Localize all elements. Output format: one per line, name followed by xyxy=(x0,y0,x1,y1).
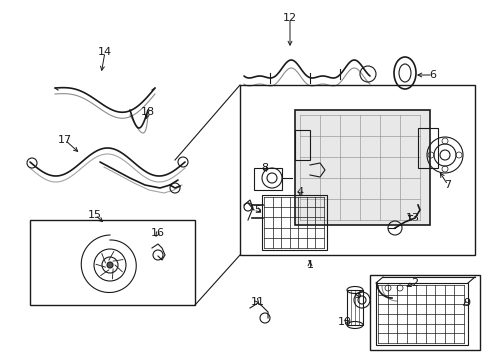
Text: 13: 13 xyxy=(405,213,419,223)
Text: 1: 1 xyxy=(306,260,313,270)
Text: 4: 4 xyxy=(296,187,303,197)
Text: 7: 7 xyxy=(444,180,450,190)
Circle shape xyxy=(107,262,113,268)
Bar xyxy=(30,220,195,305)
Bar xyxy=(253,168,282,190)
Text: 11: 11 xyxy=(250,297,264,307)
Text: 6: 6 xyxy=(428,70,436,80)
Text: 3: 3 xyxy=(354,290,361,300)
Bar xyxy=(294,130,309,160)
Bar xyxy=(346,290,362,325)
Text: 17: 17 xyxy=(58,135,72,145)
Text: 15: 15 xyxy=(88,210,102,220)
Text: 10: 10 xyxy=(337,317,351,327)
Text: 12: 12 xyxy=(283,13,296,23)
Bar xyxy=(262,195,326,250)
Text: 5: 5 xyxy=(254,205,261,215)
Text: 18: 18 xyxy=(141,107,155,117)
Text: 14: 14 xyxy=(98,47,112,57)
Bar xyxy=(375,283,467,345)
Bar xyxy=(294,110,429,225)
Text: 2: 2 xyxy=(410,278,418,288)
Bar xyxy=(369,275,479,350)
Bar xyxy=(240,85,474,255)
Text: 16: 16 xyxy=(151,228,164,238)
Bar xyxy=(417,128,437,168)
Text: 9: 9 xyxy=(463,298,469,308)
Text: 8: 8 xyxy=(261,163,268,173)
